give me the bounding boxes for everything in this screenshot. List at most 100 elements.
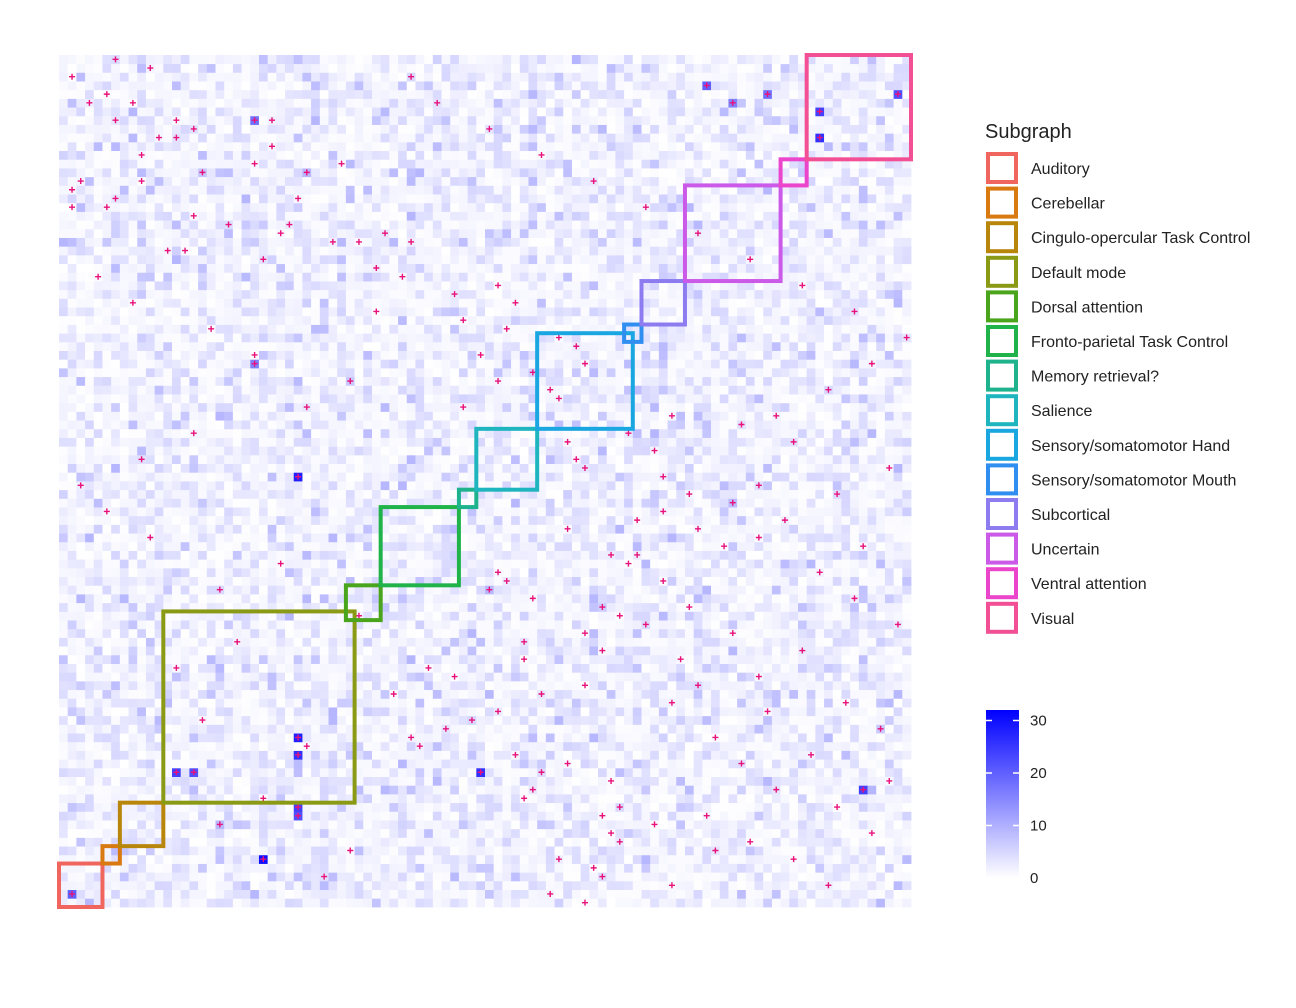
heatmap-cell	[59, 550, 69, 560]
heatmap-cell	[737, 863, 747, 873]
heatmap-cell	[554, 576, 564, 586]
heatmap-cell	[93, 820, 103, 830]
heatmap-cell	[415, 811, 425, 821]
heatmap-cell	[850, 715, 860, 725]
heatmap-cell	[293, 654, 303, 664]
heatmap-cell	[658, 707, 668, 717]
heatmap-cell	[867, 689, 877, 699]
heatmap-cell	[684, 663, 695, 673]
heatmap-cell	[745, 793, 755, 804]
heatmap-cell	[563, 498, 573, 508]
heatmap-cell	[563, 689, 573, 699]
heatmap-cell	[406, 811, 416, 821]
heatmap-cell	[528, 863, 538, 873]
heatmap-cell	[850, 837, 860, 847]
heatmap-cell	[345, 672, 355, 682]
heatmap-cell	[293, 637, 303, 647]
heatmap-cell	[658, 533, 668, 543]
heatmap-cell	[580, 550, 590, 560]
heatmap-cell	[676, 785, 686, 795]
heatmap-cell	[371, 507, 382, 517]
heatmap-cell	[876, 750, 886, 760]
heatmap-cell	[615, 567, 625, 578]
heatmap-cell	[658, 654, 668, 664]
heatmap-cell	[563, 785, 573, 795]
heatmap-cell	[528, 463, 538, 473]
heatmap-cell	[285, 498, 295, 508]
heatmap-cell	[267, 628, 277, 638]
heatmap-cell	[711, 472, 721, 482]
heatmap-cell	[85, 837, 95, 847]
heatmap-cell	[841, 576, 851, 586]
heatmap-cell	[719, 463, 729, 473]
heatmap-cell	[711, 515, 721, 525]
heatmap-cell	[467, 481, 477, 491]
heatmap-cell	[485, 863, 495, 873]
heatmap-cell	[59, 620, 69, 630]
heatmap-cell	[258, 733, 269, 743]
heatmap-cell	[128, 533, 138, 543]
heatmap-cell	[406, 872, 416, 882]
heatmap-cell	[319, 628, 329, 638]
heatmap-cell	[519, 646, 529, 656]
heatmap-cell	[102, 898, 112, 908]
heatmap-cell	[615, 785, 625, 795]
heatmap-cell	[59, 559, 69, 569]
heatmap-cell	[285, 680, 295, 691]
heatmap-cell	[876, 541, 886, 551]
heatmap-cell	[493, 724, 503, 734]
heatmap-cell	[754, 741, 764, 751]
heatmap-cell	[632, 750, 642, 760]
heatmap-cell	[554, 489, 564, 499]
heatmap-cell	[554, 820, 564, 830]
heatmap-cell	[111, 672, 121, 682]
heatmap-cell	[319, 646, 329, 656]
heatmap-cell	[719, 715, 729, 725]
heatmap-cell	[641, 576, 651, 586]
heatmap-cell	[797, 811, 808, 821]
heatmap-cell	[667, 481, 677, 491]
heatmap-cell	[702, 559, 712, 569]
heatmap-cell	[441, 576, 451, 586]
heatmap-cell	[380, 880, 390, 891]
heatmap-cell	[571, 698, 582, 708]
heatmap-cell	[424, 889, 434, 899]
heatmap-cell	[224, 576, 234, 586]
heatmap-cell	[215, 689, 225, 699]
heatmap-cell	[893, 524, 903, 534]
heatmap-cell	[398, 463, 408, 473]
heatmap-cell	[380, 785, 390, 795]
heatmap-cell	[684, 472, 695, 482]
heatmap-cell	[67, 680, 77, 691]
heatmap-cell	[458, 741, 469, 751]
heatmap-cell	[728, 802, 738, 812]
heatmap-cell	[737, 837, 747, 847]
heatmap-cell	[502, 654, 512, 664]
heatmap-cell	[467, 594, 477, 604]
heatmap-cell	[763, 533, 773, 543]
heatmap-cell	[632, 646, 642, 656]
heatmap-cell	[519, 872, 529, 882]
heatmap-cell	[563, 880, 573, 891]
heatmap-cell	[858, 759, 868, 769]
heatmap-cell	[589, 611, 599, 621]
heatmap-cell	[554, 750, 564, 760]
heatmap-cell	[145, 472, 156, 482]
heatmap-cell	[650, 707, 660, 717]
heatmap-cell	[258, 715, 269, 725]
heatmap-cell	[615, 767, 625, 777]
heatmap-cell	[180, 863, 190, 873]
heatmap-cell	[476, 872, 486, 882]
heatmap-cell	[528, 828, 538, 838]
heatmap-cell	[406, 889, 416, 899]
heatmap-cell	[128, 463, 138, 473]
heatmap-cell	[311, 820, 321, 830]
heatmap-cell	[684, 880, 695, 891]
heatmap-cell	[154, 637, 164, 647]
heatmap-cell	[841, 733, 851, 743]
heatmap-cell	[650, 785, 660, 795]
heatmap-cell	[797, 663, 808, 673]
heatmap-cell	[571, 785, 582, 795]
heatmap-cell	[624, 880, 634, 891]
heatmap-cell	[815, 489, 825, 499]
